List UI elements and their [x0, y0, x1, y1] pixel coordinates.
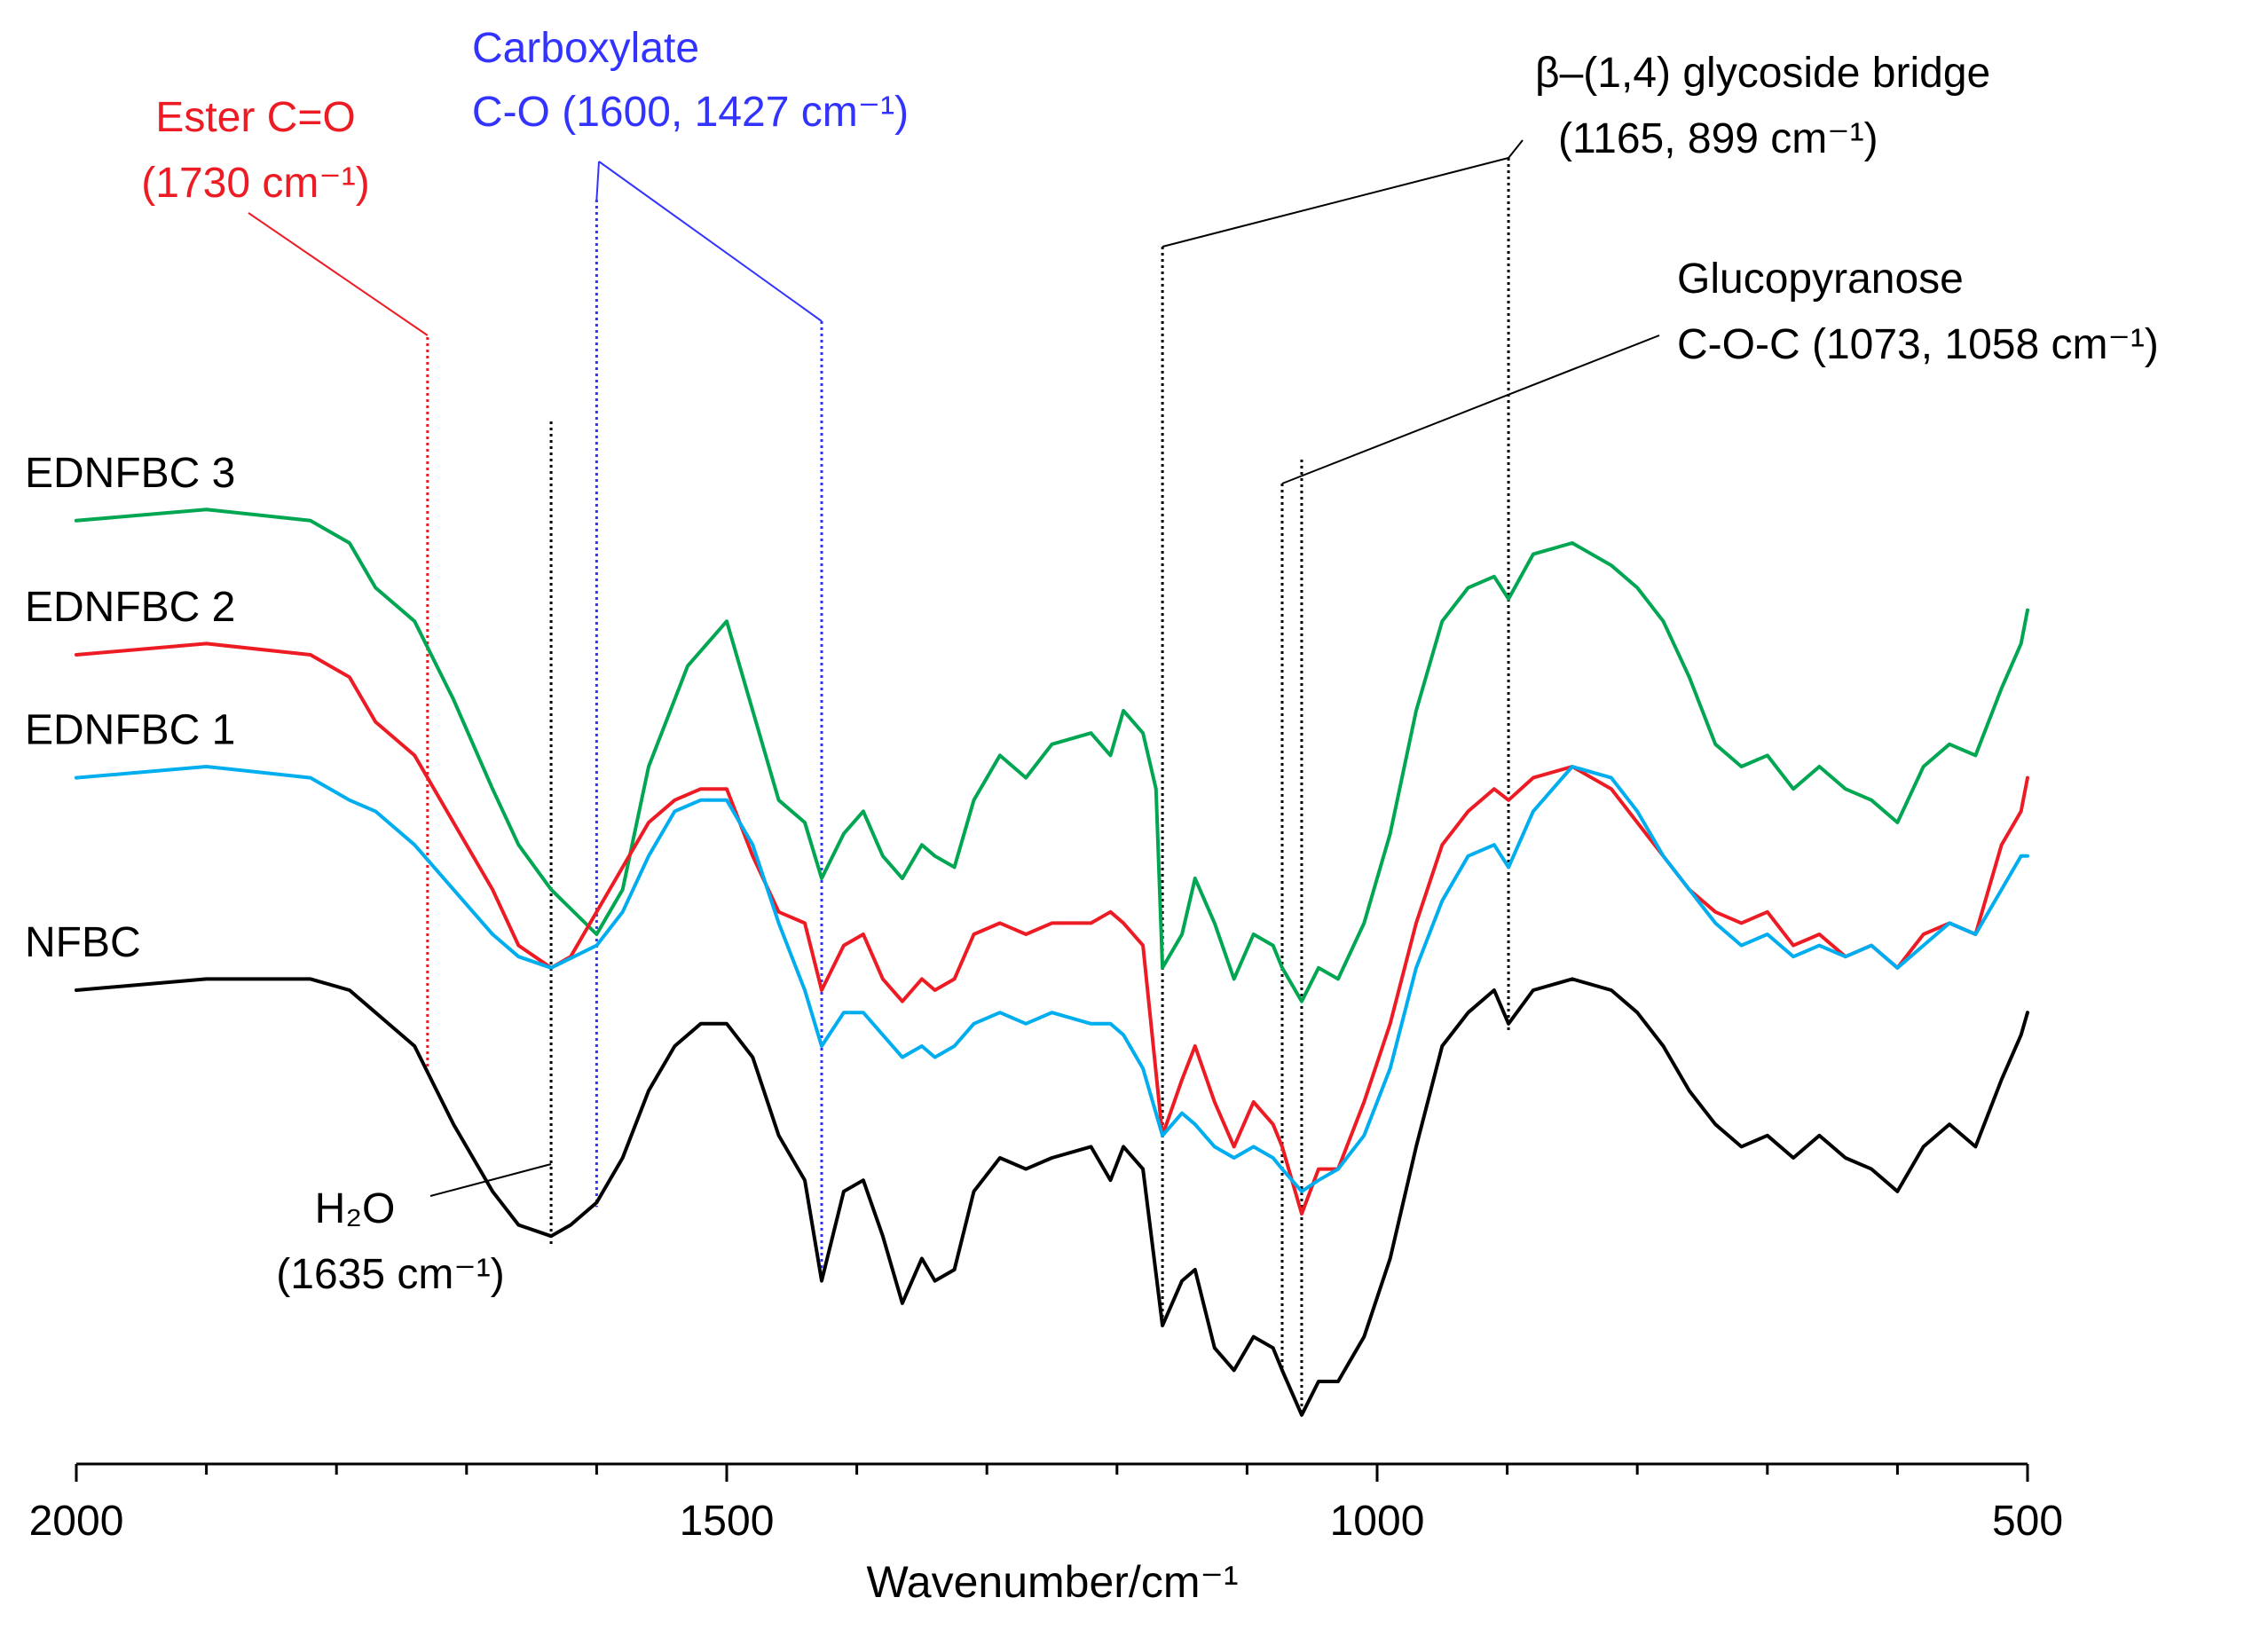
annotation-label: Ester C=O — [155, 94, 355, 141]
annotation-label: (1635 cm⁻¹) — [276, 1251, 504, 1298]
spectra-group: EDNFBC 3 EDNFBC 2 EDNFBC 1 NFBC — [25, 450, 2029, 1417]
series-line-ednfbc-3 — [75, 508, 2029, 1003]
annotation-label: C-O (1600, 1427 cm⁻¹) — [472, 89, 909, 136]
x-tick-label: 1000 — [1330, 1498, 1425, 1545]
x-tick-label: 1500 — [680, 1498, 775, 1545]
carboxylate-leader — [598, 161, 823, 322]
series-line-ednfbc-2 — [75, 641, 2029, 1216]
annotation-label: β–(1,4) glycoside bridge — [1535, 50, 1990, 97]
glycoside-leader — [1162, 139, 1524, 248]
annotation-label: (1165, 899 cm⁻¹) — [1558, 115, 1878, 162]
series-line-ednfbc-1 — [75, 765, 2029, 1193]
x-axis-label: Wavenumber/cm⁻¹ — [866, 1557, 1238, 1607]
series-label: NFBC — [25, 919, 141, 966]
annotations-group: Ester C=O (1730 cm⁻¹) Carboxylate C-O (1600… — [141, 25, 2159, 1298]
annotation-label: Carboxylate — [472, 25, 699, 72]
annotation-label: C-O-C (1073, 1058 cm⁻¹) — [1677, 321, 2159, 368]
peak-marker-lines — [426, 158, 1510, 1415]
carboxylate-leader — [595, 161, 600, 201]
series-label: EDNFBC 3 — [25, 450, 235, 497]
annotation-label: Glucopyranose — [1677, 256, 1964, 303]
annotation-label: (1730 cm⁻¹) — [141, 160, 369, 207]
glucopyranose-leader — [1281, 334, 1660, 484]
x-tick-label: 2000 — [29, 1498, 124, 1545]
series-label: EDNFBC 2 — [25, 584, 235, 631]
annotation-label: H₂O — [315, 1185, 396, 1232]
series-label: EDNFBC 1 — [25, 707, 235, 754]
ester-leader — [248, 212, 429, 336]
series-line-nfbc — [75, 977, 2029, 1417]
h2o-leader — [429, 1163, 552, 1197]
x-tick-label: 500 — [1992, 1498, 2063, 1545]
x-axis: 2000 1500 1000 500 — [29, 1462, 2063, 1545]
